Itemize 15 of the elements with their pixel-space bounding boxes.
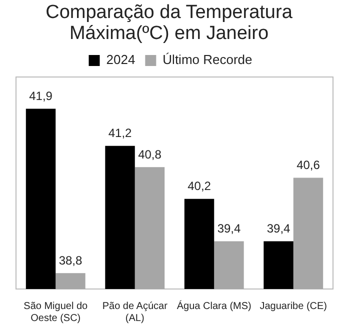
legend-label: 2024 [106, 52, 136, 68]
x-tick-label: São Miguel do Oeste (SC) [24, 300, 88, 324]
data-label: 41,2 [108, 126, 132, 140]
data-label: 41,9 [29, 89, 53, 104]
x-tick-label: Pão de Açúcar (AL) [102, 300, 168, 324]
data-label: 39,4 [266, 222, 291, 236]
x-tick-label: Jaguaribe (CE) [260, 300, 328, 312]
data-label: 40,2 [188, 179, 212, 194]
data-label: 40,8 [138, 147, 162, 162]
data-label: 40,6 [296, 158, 320, 172]
legend-label: Último Recorde [162, 52, 252, 68]
data-label: 39,4 [217, 222, 241, 236]
x-tick-label: Água Clara (MS) [176, 300, 252, 312]
data-label: 38,8 [58, 253, 82, 268]
chart-title: Comparação da Temperatura Máxima(ºC) em Janeiro [44, 2, 294, 44]
